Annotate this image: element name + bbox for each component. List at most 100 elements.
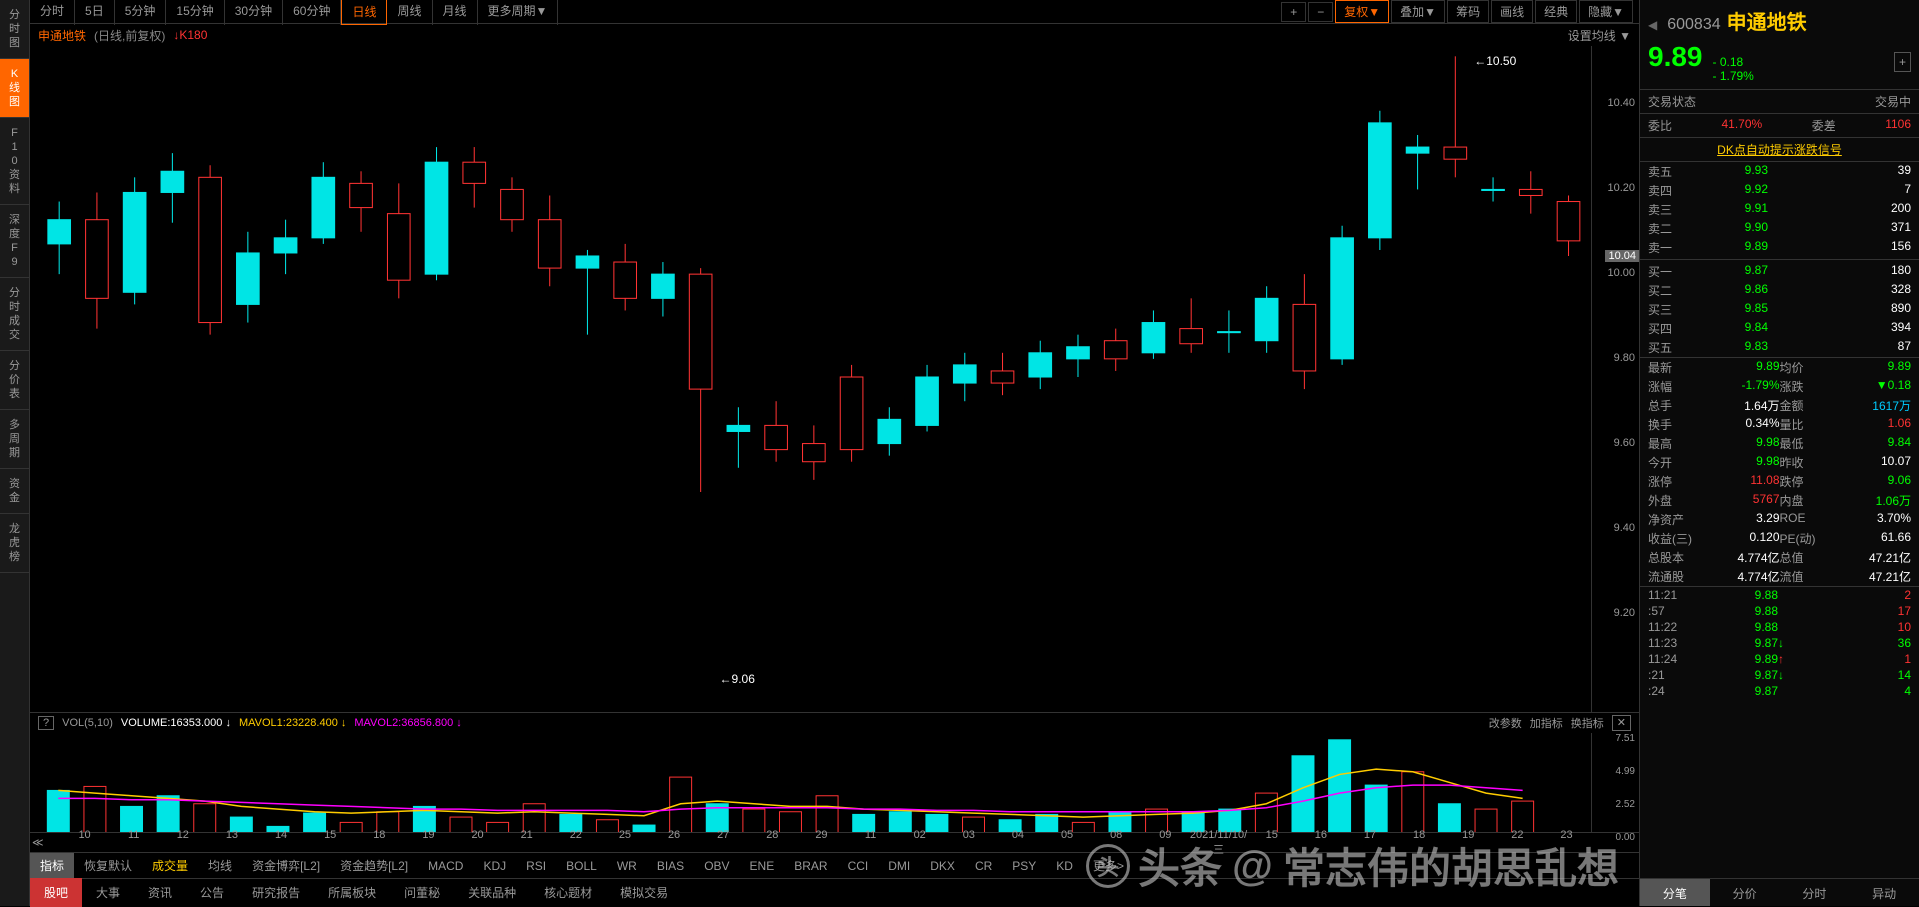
buy-row: 买四9.84394 xyxy=(1640,319,1919,338)
date-label: 13 xyxy=(207,829,256,857)
date-label: 04 xyxy=(993,829,1042,857)
detail-tab-1[interactable]: 分价 xyxy=(1710,879,1780,906)
stat-row: 总股本4.774亿总值47.21亿 xyxy=(1640,548,1919,567)
bottom-tab-3[interactable]: 公告 xyxy=(186,878,238,907)
bottom-right-tabs: 分笔分价分时异动 xyxy=(1640,878,1919,906)
toolbar-btn-6[interactable]: 经典 xyxy=(1535,0,1577,23)
sidebar-tab-3[interactable]: 深度F9 xyxy=(0,205,29,278)
stat-row: 外盘5767内盘1.06万 xyxy=(1640,491,1919,510)
detail-tab-0[interactable]: 分笔 xyxy=(1640,879,1710,906)
time-tab-4[interactable]: 30分钟 xyxy=(225,0,283,25)
tick-row: :219.87↓14 xyxy=(1640,667,1919,683)
bottom-tab-0[interactable]: 股吧 xyxy=(30,878,82,907)
indicator-tab-17[interactable]: DKX xyxy=(920,855,965,877)
indicator-tab-9[interactable]: BOLL xyxy=(556,855,607,877)
tick-row: 11:219.882 xyxy=(1640,587,1919,603)
indicator-tab-20[interactable]: KD xyxy=(1046,855,1083,877)
bottom-tab-4[interactable]: 研究报告 xyxy=(238,878,314,907)
orderbook: 卖五9.9339卖四9.927卖三9.91200卖二9.90371卖一9.891… xyxy=(1640,162,1919,357)
sidebar-tab-8[interactable]: 龙虎榜 xyxy=(0,514,29,573)
toolbar-btn-0[interactable]: + xyxy=(1281,2,1306,22)
indicator-tab-18[interactable]: CR xyxy=(965,855,1002,877)
indicator-tab-0[interactable]: 指标 xyxy=(30,853,74,878)
bottom-tab-5[interactable]: 所属板块 xyxy=(314,878,390,907)
bottom-tab-6[interactable]: 问董秘 xyxy=(390,878,454,907)
time-tab-2[interactable]: 5分钟 xyxy=(115,0,167,25)
date-label: 22 xyxy=(551,829,600,857)
detail-tab-3[interactable]: 异动 xyxy=(1849,879,1919,906)
indicator-tab-5[interactable]: 资金趋势[L2] xyxy=(330,853,418,878)
indicator-tab-14[interactable]: BRAR xyxy=(784,855,837,877)
indicator-tab-4[interactable]: 资金博弈[L2] xyxy=(242,853,330,878)
indicator-tab-12[interactable]: OBV xyxy=(694,855,739,877)
low-annotation: ←9.06 xyxy=(720,672,755,686)
indicator-tab-8[interactable]: RSI xyxy=(516,855,556,877)
toolbar-btn-3[interactable]: 叠加▼ xyxy=(1391,0,1445,23)
bottom-tab-7[interactable]: 关联品种 xyxy=(454,878,530,907)
sidebar-tab-2[interactable]: F10资料 xyxy=(0,118,29,205)
indicator-tab-13[interactable]: ENE xyxy=(740,855,785,877)
time-tab-9[interactable]: 更多周期▼ xyxy=(478,0,559,25)
date-label: 12 xyxy=(158,829,207,857)
indicator-tab-6[interactable]: MACD xyxy=(418,855,473,877)
toolbar-btn-4[interactable]: 筹码 xyxy=(1447,0,1489,23)
sidebar-tab-0[interactable]: 分时图 xyxy=(0,0,29,59)
bottom-tab-2[interactable]: 资讯 xyxy=(134,878,186,907)
indicator-tab-15[interactable]: CCI xyxy=(838,855,879,877)
vol-switch-button[interactable]: 换指标 xyxy=(1571,715,1604,731)
prev-stock-icon[interactable]: ◀ xyxy=(1648,18,1657,32)
bottom-tabs: 股吧大事资讯公告研究报告所属板块问董秘关联品种核心题材模拟交易 xyxy=(30,878,1639,906)
expand-icon[interactable]: + xyxy=(1894,52,1911,72)
toolbar-btn-5[interactable]: 画线 xyxy=(1491,0,1533,23)
date-axis: ≪ 10111213141518192021222526272829110203… xyxy=(30,832,1639,852)
vol-param-button[interactable]: 改参数 xyxy=(1489,715,1522,731)
indicator-tab-11[interactable]: BIAS xyxy=(647,855,694,877)
dk-signal-link[interactable]: DK点自动提示涨跌信号 xyxy=(1640,137,1919,162)
price-tick: 9.40 xyxy=(1614,522,1635,534)
time-tab-6[interactable]: 日线 xyxy=(341,0,387,25)
indicator-tab-16[interactable]: DMI xyxy=(878,855,920,877)
bottom-tab-9[interactable]: 模拟交易 xyxy=(606,878,682,907)
date-label: 03 xyxy=(944,829,993,857)
time-tab-8[interactable]: 月线 xyxy=(433,0,478,25)
indicator-tab-21[interactable]: 更多> xyxy=(1083,853,1134,878)
indicator-tab-2[interactable]: 成交量 xyxy=(142,853,198,878)
sidebar-tab-4[interactable]: 分时成交 xyxy=(0,278,29,351)
candlestick-chart[interactable]: 10.4010.2010.0410.009.809.609.409.20 ←10… xyxy=(30,46,1639,712)
time-tab-3[interactable]: 15分钟 xyxy=(166,0,224,25)
sidebar-tab-7[interactable]: 资金 xyxy=(0,469,29,514)
stat-grid: 最新9.89均价9.89涨幅-1.79%涨跌▼0.18总手1.64万金额1617… xyxy=(1640,357,1919,586)
sidebar-tab-6[interactable]: 多周期 xyxy=(0,410,29,469)
toolbar-btn-7[interactable]: 隐藏▼ xyxy=(1579,0,1633,23)
detail-tab-2[interactable]: 分时 xyxy=(1780,879,1850,906)
vol-help-icon[interactable]: ? xyxy=(38,716,54,730)
time-tab-0[interactable]: 分时 xyxy=(30,0,75,25)
sidebar-tab-1[interactable]: K线图 xyxy=(0,59,29,118)
time-tab-1[interactable]: 5日 xyxy=(75,0,115,25)
top-toolbar: 分时5日5分钟15分钟30分钟60分钟日线周线月线更多周期▼ +−复权▼叠加▼筹… xyxy=(30,0,1639,24)
scroll-left-icon[interactable]: ≪ xyxy=(32,836,44,849)
vol-tick: 4.99 xyxy=(1616,766,1635,777)
vol-add-button[interactable]: 加指标 xyxy=(1530,715,1563,731)
buy-row: 买三9.85890 xyxy=(1640,300,1919,319)
indicator-tab-1[interactable]: 恢复默认 xyxy=(74,853,142,878)
ma-settings-button[interactable]: 设置均线 ▼ xyxy=(1568,27,1631,44)
sell-row: 卖三9.91200 xyxy=(1640,200,1919,219)
indicator-tab-19[interactable]: PSY xyxy=(1002,855,1046,877)
indicator-tab-3[interactable]: 均线 xyxy=(198,853,242,878)
date-label: 16 xyxy=(1296,829,1345,857)
toolbar-btn-2[interactable]: 复权▼ xyxy=(1335,0,1389,23)
bottom-tab-8[interactable]: 核心题材 xyxy=(530,878,606,907)
vol-close-icon[interactable]: ✕ xyxy=(1612,715,1631,731)
time-tab-5[interactable]: 60分钟 xyxy=(283,0,341,25)
volume-panel: ? VOL(5,10) VOLUME:16353.000 ↓ MAVOL1:23… xyxy=(30,712,1639,832)
indicator-tab-10[interactable]: WR xyxy=(607,855,647,877)
stock-name: 申通地铁 xyxy=(1727,6,1807,35)
date-label: 29 xyxy=(797,829,846,857)
sidebar-tab-5[interactable]: 分价表 xyxy=(0,351,29,410)
indicator-tab-7[interactable]: KDJ xyxy=(473,855,516,877)
date-label: 18 xyxy=(1395,829,1444,857)
bottom-tab-1[interactable]: 大事 xyxy=(82,878,134,907)
toolbar-btn-1[interactable]: − xyxy=(1308,2,1333,22)
time-tab-7[interactable]: 周线 xyxy=(387,0,432,25)
